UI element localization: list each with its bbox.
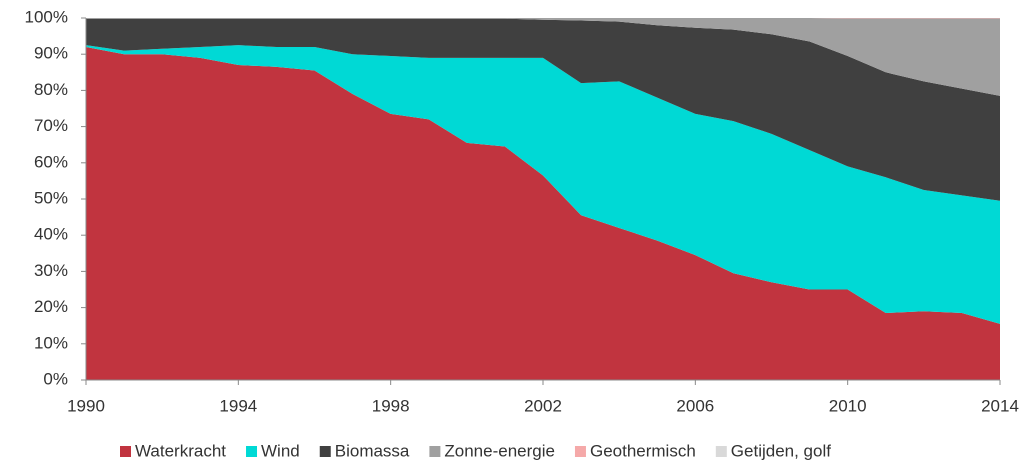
area bbox=[86, 45, 1000, 324]
legend-swatch bbox=[715, 446, 727, 457]
y-tick-label: 70% bbox=[34, 116, 68, 135]
x-tick-label: 2010 bbox=[829, 396, 867, 415]
x-tick-label: 2002 bbox=[524, 396, 562, 415]
x-tick-label: 1990 bbox=[67, 396, 105, 415]
legend-label: Zonne-energie bbox=[444, 441, 555, 460]
y-tick-label: 30% bbox=[34, 261, 68, 280]
area bbox=[86, 18, 1000, 96]
x-tick-label: 2014 bbox=[981, 396, 1019, 415]
legend-swatch bbox=[246, 446, 258, 457]
y-tick-label: 80% bbox=[34, 80, 68, 99]
legend-swatch bbox=[319, 446, 331, 457]
area bbox=[86, 18, 1000, 201]
x-tick-label: 1998 bbox=[372, 396, 410, 415]
y-tick-label: 20% bbox=[34, 297, 68, 316]
legend-label: Wind bbox=[261, 441, 300, 460]
y-tick-label: 40% bbox=[34, 225, 68, 244]
y-tick-label: 10% bbox=[34, 333, 68, 352]
y-tick-label: 50% bbox=[34, 188, 68, 207]
legend-label: Getijden, golf bbox=[731, 441, 831, 460]
legend-label: Biomassa bbox=[335, 441, 410, 460]
area bbox=[86, 46, 1000, 381]
x-tick-label: 1994 bbox=[219, 396, 257, 415]
legend-swatch bbox=[120, 446, 131, 457]
legend-label: Waterkracht bbox=[135, 441, 226, 460]
legend-swatch bbox=[574, 446, 586, 457]
legend-swatch bbox=[429, 446, 441, 457]
y-tick-label: 100% bbox=[25, 7, 68, 26]
x-tick-label: 2006 bbox=[676, 396, 714, 415]
y-tick-label: 90% bbox=[34, 44, 68, 63]
y-tick-label: 60% bbox=[34, 152, 68, 171]
legend-label: Geothermisch bbox=[590, 441, 696, 460]
y-tick-label: 0% bbox=[43, 369, 68, 388]
